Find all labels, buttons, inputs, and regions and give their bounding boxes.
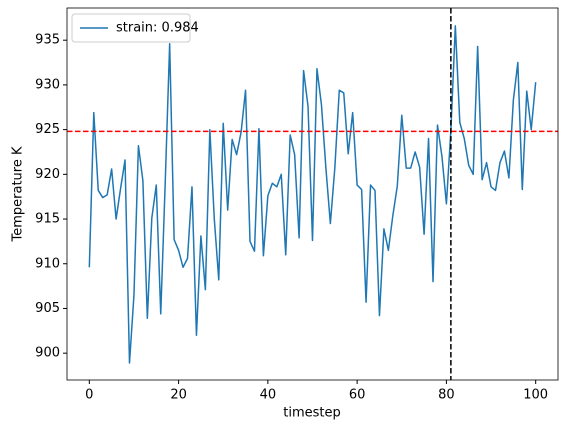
legend-box [71, 13, 191, 43]
y-tick-label: 910 [35, 256, 60, 271]
y-tick-label: 905 [35, 301, 60, 316]
x-tick-label: 20 [170, 388, 187, 403]
y-tick-label: 915 [35, 212, 60, 227]
y-tick-label: 900 [35, 346, 60, 361]
data-line [88, 25, 537, 364]
y-axis-label: Temperature K [11, 146, 26, 242]
y-tick-label: 925 [35, 122, 60, 137]
y-tick-label: 935 [35, 33, 60, 48]
x-axis-label: timestep [283, 406, 341, 421]
x-tick-label: 40 [260, 388, 277, 403]
legend-label: strain: 0.984 [116, 21, 199, 36]
x-tick-label: 80 [438, 388, 455, 403]
x-tick-label: 60 [349, 388, 366, 403]
plot-frame [66, 7, 559, 381]
y-tick-label: 920 [35, 167, 60, 182]
y-tick-label: 930 [35, 77, 60, 92]
x-tick-label: 0 [85, 388, 93, 403]
x-tick-label: 100 [523, 388, 548, 403]
